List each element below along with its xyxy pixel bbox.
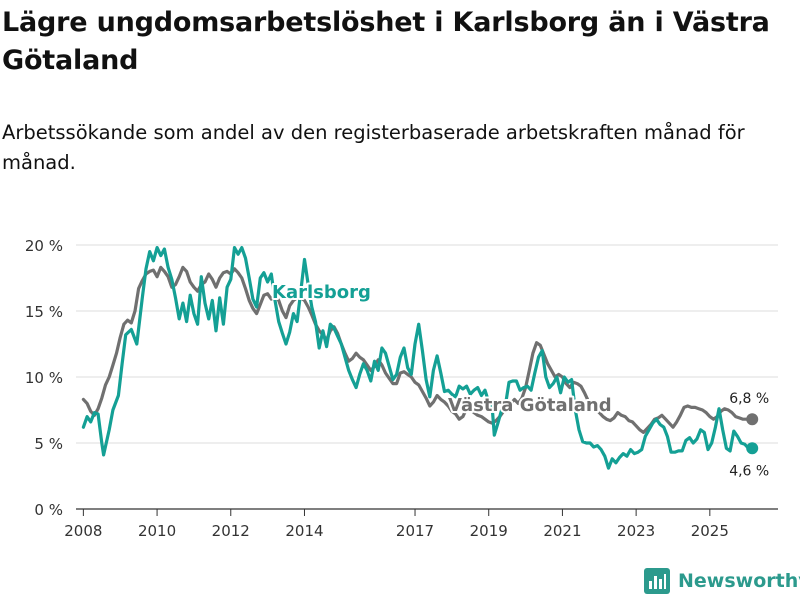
y-tick-label: 20 % xyxy=(25,237,63,255)
x-tick-label: 2017 xyxy=(396,522,434,540)
y-tick-label: 15 % xyxy=(25,303,63,321)
chart-subtitle: Arbetssökande som andel av den registerb… xyxy=(2,121,745,174)
series-label-vastra-gotaland: Västra Götaland xyxy=(448,395,612,416)
series-end-marker xyxy=(746,413,759,426)
y-tick-label: 5 % xyxy=(34,435,63,453)
series-line-v-stra-g-taland xyxy=(81,265,754,434)
series-label-karlsborg: Karlsborg xyxy=(272,282,371,303)
y-tick-label: 10 % xyxy=(25,369,63,387)
newsworthy-logo: Newsworthy xyxy=(644,568,800,594)
end-value-label-karlsborg: 4,6 % xyxy=(729,463,769,479)
brand-name: Newsworthy xyxy=(678,570,800,592)
end-value-label-vastra-gotaland: 6,8 % xyxy=(729,391,769,407)
x-tick-label: 2021 xyxy=(543,522,581,540)
x-tick-label: 2014 xyxy=(285,522,323,540)
x-tick-label: 2008 xyxy=(64,522,102,540)
x-tick-label: 2010 xyxy=(138,522,176,540)
series-line-karlsborg xyxy=(81,246,754,470)
x-tick-label: 2012 xyxy=(212,522,250,540)
x-tick-label: 2023 xyxy=(617,522,655,540)
x-tick-label: 2025 xyxy=(691,522,729,540)
x-tick-label: 2019 xyxy=(470,522,508,540)
chart-title: Lägre ungdomsarbetslöshet i Karlsborg än… xyxy=(2,7,770,76)
bar-chart-icon xyxy=(644,568,670,594)
series-end-marker xyxy=(746,442,759,455)
y-tick-label: 0 % xyxy=(34,501,63,519)
